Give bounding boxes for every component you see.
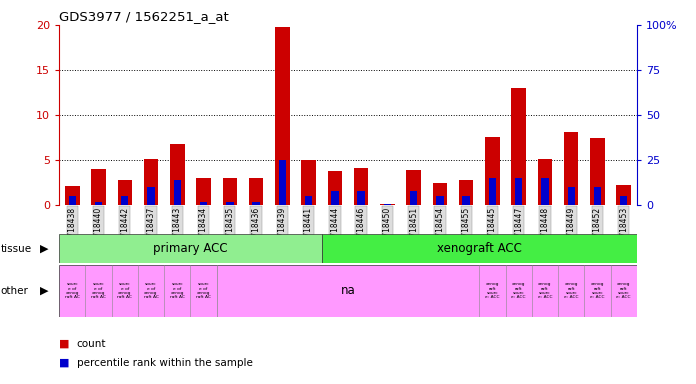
Text: ■: ■ <box>59 358 70 368</box>
Bar <box>594 187 601 205</box>
Text: sourc
e of
xenog
raft AC: sourc e of xenog raft AC <box>170 282 184 300</box>
Bar <box>275 27 290 205</box>
Bar <box>322 234 637 263</box>
Text: xenog
raft
sourc
e: ACC: xenog raft sourc e: ACC <box>564 282 578 300</box>
Bar <box>410 191 418 205</box>
Bar <box>91 169 106 205</box>
Bar <box>121 197 129 205</box>
Bar <box>433 183 447 205</box>
Text: xenog
raft
sourc
e: ACC: xenog raft sourc e: ACC <box>512 282 526 300</box>
Text: xenog
raft
sourc
e: ACC: xenog raft sourc e: ACC <box>617 282 631 300</box>
Bar <box>305 197 313 205</box>
Text: other: other <box>1 286 29 296</box>
Bar <box>564 132 578 205</box>
Bar <box>590 138 605 205</box>
Bar <box>512 88 526 205</box>
Bar <box>358 191 365 205</box>
Bar <box>406 170 421 205</box>
Bar <box>380 204 395 205</box>
Text: sourc
e of
xenog
raft AC: sourc e of xenog raft AC <box>143 282 159 300</box>
Bar <box>253 202 260 205</box>
Bar <box>515 178 523 205</box>
Bar <box>462 197 470 205</box>
Bar <box>354 167 368 205</box>
Text: na: na <box>340 285 356 297</box>
Bar <box>200 202 207 205</box>
Text: sourc
e of
xenog
raft AC: sourc e of xenog raft AC <box>196 282 211 300</box>
Bar <box>170 144 184 205</box>
Text: xenograft ACC: xenograft ACC <box>437 242 522 255</box>
Text: primary ACC: primary ACC <box>153 242 228 255</box>
Bar <box>69 197 76 205</box>
Bar <box>436 197 443 205</box>
Text: sourc
e of
xenog
raft AC: sourc e of xenog raft AC <box>118 282 132 300</box>
Bar <box>617 185 631 205</box>
Text: GDS3977 / 1562251_a_at: GDS3977 / 1562251_a_at <box>59 10 229 23</box>
Bar <box>59 234 322 263</box>
Bar <box>278 161 286 205</box>
Bar <box>328 171 342 205</box>
Text: ▶: ▶ <box>40 243 49 254</box>
Bar <box>249 178 263 205</box>
Bar <box>223 178 237 205</box>
Bar <box>226 202 234 205</box>
Bar <box>144 159 158 205</box>
Text: sourc
e of
xenog
raft AC: sourc e of xenog raft AC <box>65 282 80 300</box>
Text: xenog
raft
sourc
e: ACC: xenog raft sourc e: ACC <box>590 282 605 300</box>
Bar <box>541 178 548 205</box>
Bar <box>567 187 575 205</box>
Bar <box>196 178 211 205</box>
Bar <box>620 197 627 205</box>
Bar <box>118 180 132 205</box>
Bar <box>459 180 473 205</box>
Bar <box>485 137 500 205</box>
Text: ■: ■ <box>59 339 70 349</box>
Text: xenog
raft
sourc
e: ACC: xenog raft sourc e: ACC <box>538 282 552 300</box>
Bar <box>489 178 496 205</box>
Text: ▶: ▶ <box>40 286 49 296</box>
Text: percentile rank within the sample: percentile rank within the sample <box>77 358 253 368</box>
Bar <box>65 185 79 205</box>
Text: sourc
e of
xenog
raft AC: sourc e of xenog raft AC <box>91 282 106 300</box>
Text: xenog
raft
sourc
e: ACC: xenog raft sourc e: ACC <box>485 282 500 300</box>
Bar <box>95 202 102 205</box>
Bar <box>173 180 181 205</box>
Bar <box>383 204 391 205</box>
Bar <box>301 161 316 205</box>
Bar <box>148 187 155 205</box>
Text: tissue: tissue <box>1 243 32 254</box>
Bar <box>331 191 338 205</box>
Text: count: count <box>77 339 106 349</box>
Bar <box>538 159 552 205</box>
